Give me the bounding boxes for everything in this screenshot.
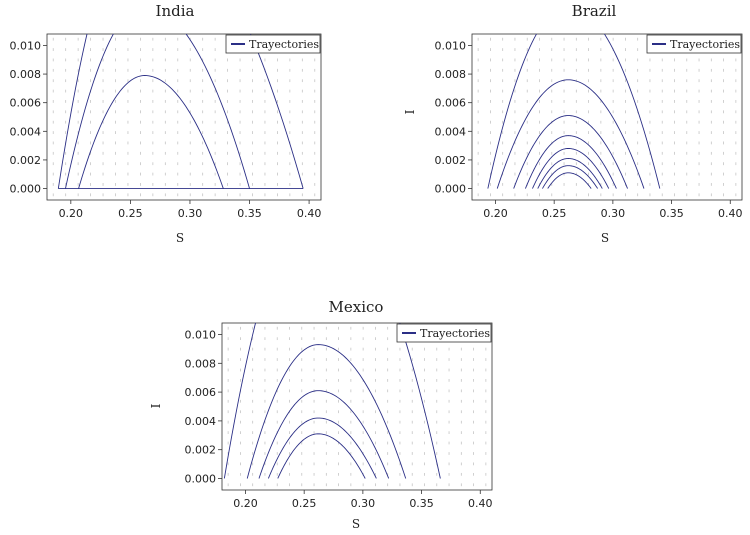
y-axis-label: I <box>149 403 163 408</box>
x-tick-label: 0.35 <box>409 497 434 510</box>
x-tick-label: 0.35 <box>237 207 262 220</box>
y-axis-label: I <box>403 109 417 114</box>
x-tick-label: 0.30 <box>351 497 376 510</box>
trajectories <box>487 34 661 189</box>
trajectory-line <box>65 34 250 189</box>
x-tick-label: 0.40 <box>718 207 743 220</box>
chart-brazil: Brazil S I 0.20 0.25 0.30 0.35 0.40 0.000 0.00… <box>403 2 743 245</box>
x-axis-label: S <box>601 231 609 245</box>
trajectory-line <box>524 135 617 189</box>
trajectory-line <box>513 115 628 189</box>
y-tick-label: 0.004 <box>10 125 42 138</box>
x-tick-label: 0.25 <box>542 207 567 220</box>
chart-title: India <box>156 2 195 20</box>
y-tick-label: 0.006 <box>185 386 217 399</box>
y-tick-label: 0.000 <box>435 183 467 196</box>
x-tick-label: 0.35 <box>659 207 684 220</box>
vector-field <box>477 37 737 197</box>
y-tick-label: 0.006 <box>435 97 467 110</box>
trajectory-line <box>258 390 390 479</box>
y-tick-label: 0.004 <box>185 415 217 428</box>
plot-area <box>46 33 322 201</box>
plot-area <box>471 33 743 201</box>
legend: Trayectories <box>396 323 492 343</box>
plot-area <box>221 322 493 491</box>
chart-title: Brazil <box>572 2 617 20</box>
trajectory-line <box>277 433 366 479</box>
trajectory-line <box>246 344 407 479</box>
chart-india: India S 0.20 0.25 0.30 0.35 0.40 0.000 0.002 0.… <box>10 2 322 245</box>
y-tick-label: 0.000 <box>10 183 42 196</box>
y-tick-label: 0.002 <box>185 444 217 457</box>
x-axis-label: S <box>352 517 360 531</box>
x-tick-label: 0.40 <box>297 207 322 220</box>
y-tick-label: 0.002 <box>435 154 467 167</box>
chart-mexico: Mexico S I 0.20 0.25 0.30 0.35 0.40 0.000 0.00… <box>149 298 493 531</box>
y-tick-label: 0.010 <box>185 329 217 342</box>
vector-field <box>52 37 316 197</box>
trajectory-line <box>542 165 598 189</box>
x-tick-label: 0.30 <box>178 207 203 220</box>
x-axis-label: S <box>176 231 184 245</box>
y-tick-label: 0.006 <box>10 97 42 110</box>
trajectory-line <box>57 34 304 189</box>
y-tick-label: 0.010 <box>10 39 42 52</box>
x-tick-label: 0.20 <box>233 497 258 510</box>
y-tick-label: 0.008 <box>435 68 467 81</box>
y-tick-label: 0.002 <box>10 154 42 167</box>
legend: Trayectories <box>646 34 742 54</box>
trajectory-line <box>537 158 603 189</box>
chart-title: Mexico <box>329 298 384 316</box>
x-tick-label: 0.25 <box>292 497 317 510</box>
x-tick-label: 0.20 <box>59 207 84 220</box>
legend-label: Trayectories <box>670 38 740 51</box>
legend-label: Trayectories <box>249 38 319 51</box>
legend-box <box>646 34 742 54</box>
y-tick-label: 0.008 <box>185 357 217 370</box>
trajectories <box>223 323 441 479</box>
legend-box <box>225 34 321 54</box>
y-tick-label: 0.004 <box>435 125 467 138</box>
vector-field <box>227 326 487 487</box>
y-tick-label: 0.010 <box>435 39 467 52</box>
trajectory-line <box>532 148 610 189</box>
y-tick-label: 0.008 <box>10 68 42 81</box>
x-tick-label: 0.30 <box>601 207 626 220</box>
trajectory-line <box>547 172 592 189</box>
legend-label: Trayectories <box>420 327 490 340</box>
x-tick-label: 0.20 <box>483 207 508 220</box>
trajectory-line <box>267 417 377 479</box>
x-tick-label: 0.40 <box>468 497 493 510</box>
trajectory-line <box>487 34 661 189</box>
trajectory-line <box>496 79 645 189</box>
legend-box <box>396 323 492 343</box>
trajectory-line <box>78 75 224 189</box>
x-tick-label: 0.25 <box>118 207 143 220</box>
legend: Trayectories <box>225 34 321 54</box>
y-tick-label: 0.000 <box>185 472 217 485</box>
trajectories <box>57 34 304 190</box>
